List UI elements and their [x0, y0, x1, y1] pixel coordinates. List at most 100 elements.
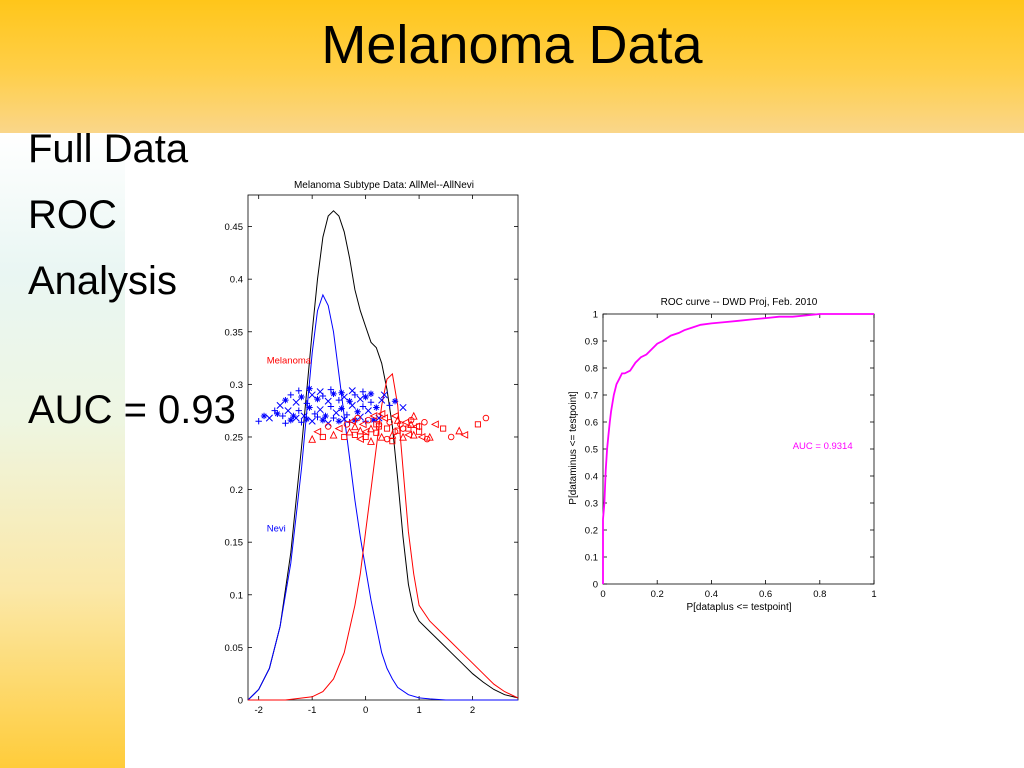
side-band	[0, 133, 125, 768]
density-plot-nevi-point	[391, 398, 399, 405]
density-plot-melanoma-point	[416, 428, 423, 435]
density-plot-melanoma-point	[391, 428, 399, 435]
density-plot-ytick-label: 0.15	[225, 538, 244, 549]
density-plot-annotation: Melanoma	[267, 355, 312, 366]
roc-plot-ylabel: P[dataminus <= testpoint]	[568, 391, 579, 505]
density-plot-melanoma-point	[383, 435, 391, 443]
roc-plot-xlabel: P[dataplus <= testpoint]	[686, 602, 791, 613]
title-band	[0, 0, 1024, 133]
density-plot-nevi-point	[373, 404, 380, 411]
density-plot-melanoma-point	[351, 431, 358, 438]
density-plot-nevi-point	[380, 391, 388, 399]
density-plot: Melanoma Subtype Data: AllMel--AllNevi -…	[225, 180, 519, 716]
density-plot-nevi-point	[359, 388, 367, 395]
density-plot-nevi-point	[292, 414, 300, 422]
density-plot-melanoma-point	[440, 425, 447, 432]
density-plot-nevi-point	[308, 391, 316, 399]
density-plot-nevi-point	[274, 410, 281, 418]
text-line-roc: ROC	[28, 193, 117, 237]
roc-plot-ytick-label: 0.5	[585, 445, 598, 456]
density-plot-nevi-point	[348, 387, 356, 395]
density-plot-nevi-point	[340, 393, 348, 401]
text-line-analysis: Analysis	[28, 259, 177, 303]
density-plot-nevi-point	[314, 395, 321, 403]
density-plot-nevi-point	[324, 397, 332, 405]
density-plot-melanoma-point	[362, 433, 369, 441]
density-plot-melanoma-point	[407, 420, 415, 429]
density-plot-nevi-point	[330, 414, 337, 422]
density-plot-melanoma-point	[361, 427, 370, 436]
density-plot-nevi-point	[370, 416, 377, 424]
density-plot-melanoma-point	[373, 429, 380, 436]
density-plot-melanoma-point	[474, 421, 481, 428]
density-plot-nevi-point	[354, 408, 361, 415]
density-plot-melanoma-point	[393, 415, 402, 424]
density-plot-xtick-label: 1	[416, 705, 421, 716]
density-plot-ytick-label: 0.2	[230, 485, 243, 496]
density-plot-nevi-point	[276, 401, 284, 409]
density-plot-nevi-point	[399, 403, 407, 412]
density-plot-melanoma-point	[351, 422, 359, 431]
density-plot-nevi-point	[346, 398, 353, 405]
density-plot-nevi-point	[362, 393, 369, 401]
density-plot-melanoma-point	[389, 438, 396, 445]
density-plot-nevi-point	[311, 410, 319, 418]
density-plot-melanoma-point	[421, 418, 428, 426]
density-plot-melanoma-point	[356, 435, 364, 444]
roc-plot-xtick-label: 0.8	[813, 589, 826, 600]
density-plot-nevi-point	[295, 407, 302, 414]
roc-plot-title: ROC curve -- DWD Proj, Feb. 2010	[661, 297, 818, 308]
density-plot-nevi-point	[282, 396, 289, 404]
density-plot-ytick-label: 0.1	[230, 590, 243, 601]
density-plot-nevi-point	[364, 407, 372, 415]
density-plot-ytick-label: 0.05	[225, 643, 244, 654]
density-plot-nevi-point	[279, 412, 286, 420]
density-plot-melanoma-point	[386, 418, 393, 426]
density-plot-nevi-point	[338, 389, 345, 396]
density-plot-melanoma-point	[375, 423, 383, 430]
density-plot-nevi-point	[255, 417, 262, 425]
density-plot-nevi-point	[287, 391, 294, 399]
density-plot-melanoma-point	[416, 423, 423, 430]
density-plot-ytick-label: 0.4	[230, 275, 243, 286]
density-plot-melanoma-point	[365, 416, 372, 424]
density-plot-nevi-point	[284, 407, 292, 415]
density-plot-nevi-point	[338, 405, 345, 412]
density-plot-melanoma-point	[367, 424, 375, 433]
roc-plot-series-line	[602, 313, 874, 584]
density-plot-nevi-point	[319, 416, 327, 424]
roc-plot-xtick-label: 0.6	[759, 589, 772, 600]
density-plot-melanoma-point	[354, 414, 361, 422]
density-plot-title: Melanoma Subtype Data: AllMel--AllNevi	[294, 180, 474, 191]
density-plot-xtick-label: 2	[470, 705, 475, 716]
density-plot-ytick-label: 0	[238, 696, 243, 707]
density-plot-melanoma-point	[313, 427, 322, 436]
roc-plot-ytick-label: 1	[593, 310, 598, 321]
density-plot-melanoma-point	[447, 433, 455, 441]
density-plot-nevi-point	[265, 414, 273, 422]
density-plot-nevi-point	[298, 393, 305, 401]
roc-plot-ytick-label: 0.6	[585, 418, 598, 429]
auc-text: AUC = 0.93	[28, 388, 236, 432]
density-plot-nevi-point	[332, 409, 340, 417]
density-plot-melanoma-point	[388, 430, 397, 439]
roc-plot-ytick-label: 0.2	[585, 526, 598, 537]
density-plot-melanoma-point	[334, 424, 343, 433]
density-plot-nevi-point	[306, 385, 313, 392]
roc-plot-ytick-label: 0.8	[585, 364, 598, 375]
density-plot-nevi-point	[295, 387, 302, 394]
density-plot-nevi-point	[330, 390, 337, 398]
roc-plot-ytick-label: 0.7	[585, 391, 598, 402]
roc-plot-ytick-label: 0	[593, 580, 598, 591]
density-plot-melanoma-point	[377, 409, 386, 418]
density-plot-melanoma-point	[308, 434, 317, 443]
density-plot-melanoma-point	[341, 433, 348, 441]
density-plot-melanoma-point	[367, 436, 375, 445]
density-plot-melanoma-point	[423, 435, 431, 443]
density-plot-melanoma-point	[377, 432, 386, 441]
density-plot-nevi-point	[271, 407, 278, 414]
density-plot-melanoma-point	[369, 412, 378, 420]
density-plot-ytick-label: 0.3	[230, 380, 243, 391]
density-plot-annotation: Nevi	[267, 524, 286, 535]
roc-plot-xtick-label: 0	[600, 589, 605, 600]
